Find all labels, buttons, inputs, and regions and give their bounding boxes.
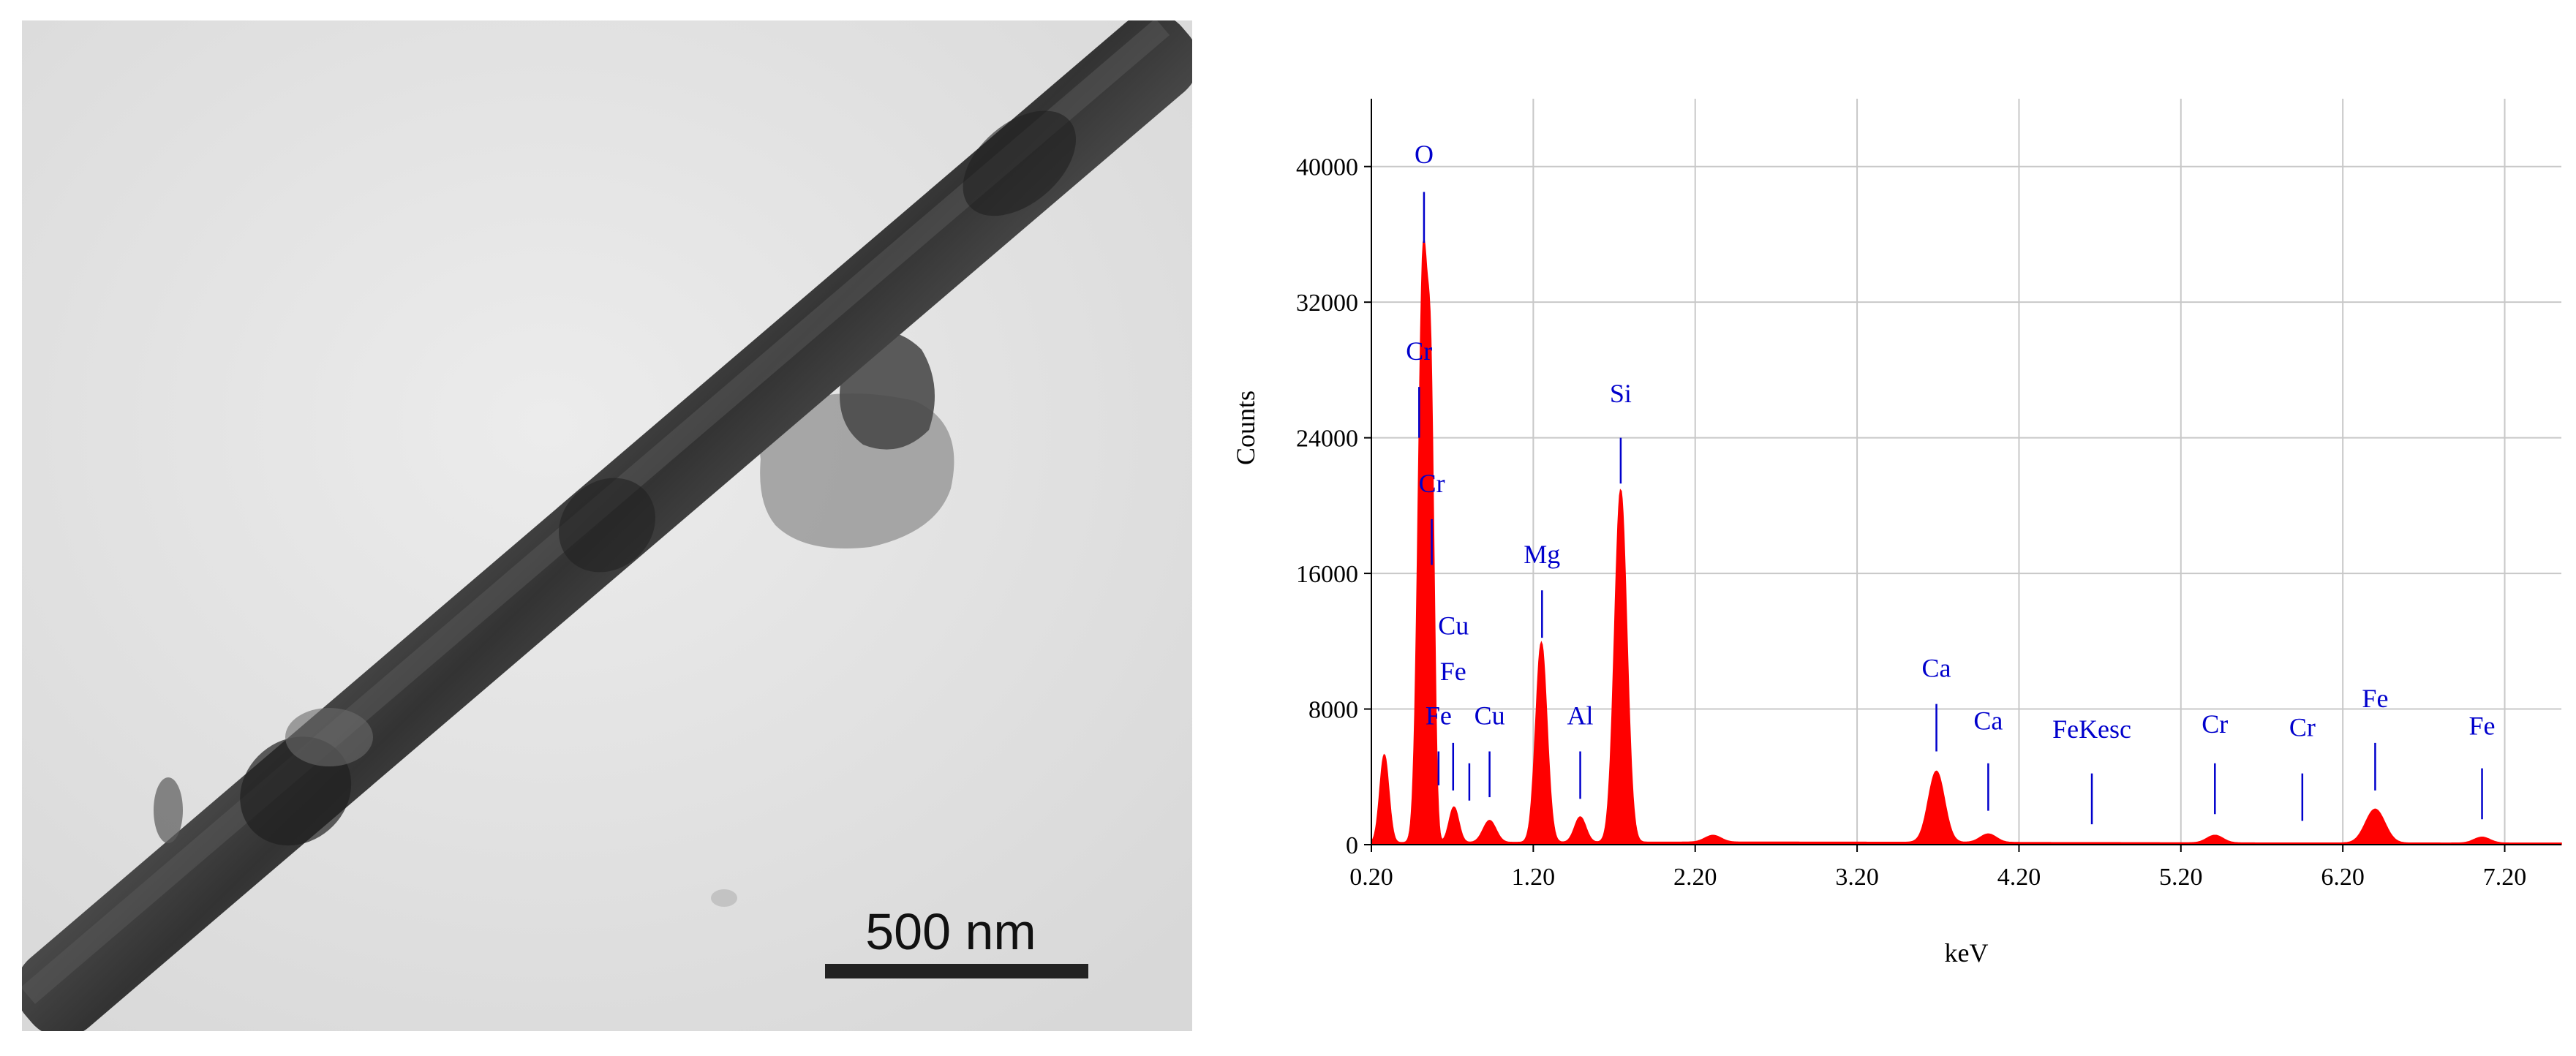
debris [154,777,183,843]
eds-spectrum-chart: 0.20 1.20 2.20 3.20 4.20 5.20 6.20 7.20 0 8000 160… [1200,0,2576,1056]
x-tick-label: 2.20 [1673,864,1717,891]
peak-label: Ca [1973,706,2003,735]
peak-label: Fe [2469,711,2496,740]
y-tick-label: 0 [1346,832,1358,859]
x-tick-label: 1.20 [1512,864,1556,891]
peak-label: O [1415,140,1434,169]
peak-label: Ca [1922,654,1951,683]
x-tick-label: 4.20 [1997,864,2041,891]
axes [1371,99,2561,845]
tick-labels: 0.20 1.20 2.20 3.20 4.20 5.20 6.20 7.20 0 8000 160… [1296,154,2526,891]
x-tick-label: 6.20 [2321,864,2365,891]
peak-label: Cr [2202,709,2228,739]
x-tick-label: 5.20 [2159,864,2203,891]
y-tick-label: 32000 [1296,290,1358,317]
peak-label: Si [1610,379,1632,408]
fiber-dark-spot [963,110,1077,216]
y-tick-label: 24000 [1296,426,1358,453]
fiber-dark-spot [559,478,655,573]
peak-label: Al [1567,701,1594,730]
peak-label: Cr [2289,713,2316,742]
peak-label: FeKesc [2052,714,2131,744]
x-tick-label: 7.20 [2483,864,2527,891]
peak-label: Mg [1524,540,1560,569]
x-tick-label: 0.20 [1349,864,1393,891]
peak-label: Fe [1426,701,1452,730]
peak-annotations: O Cr Cr Mg Si Cu Fe Fe Cu Al Ca Ca FeKesc Cr Cr Fe Fe [1406,140,2496,825]
y-axis-label: Counts [1231,391,1260,465]
scale-bar-label: 500 nm [865,903,1036,960]
y-tick-label: 16000 [1296,561,1358,588]
grid [1371,99,2561,845]
tem-micrograph: 500 nm [22,20,1192,1031]
tem-image: 500 nm [22,20,1192,1031]
peak-label: Cr [1419,469,1445,498]
x-axis-label: keV [1945,938,1989,968]
spectrum-fill [1371,238,2562,845]
eds-chart-svg: 0.20 1.20 2.20 3.20 4.20 5.20 6.20 7.20 0 8000 160… [1231,99,2562,968]
peak-label: Cr [1406,336,1432,366]
debris [711,889,737,907]
x-tick-label: 3.20 [1835,864,1879,891]
y-tick-label: 8000 [1308,697,1358,724]
peak-label: Cu [1438,611,1469,641]
peak-label: Fe [2362,684,2388,713]
spectrum [1371,238,2562,845]
debris [285,708,373,766]
y-tick-label: 40000 [1296,154,1358,181]
peak-label: Cu [1475,701,1505,730]
scale-bar [825,964,1088,978]
peak-label: Fe [1440,657,1466,686]
